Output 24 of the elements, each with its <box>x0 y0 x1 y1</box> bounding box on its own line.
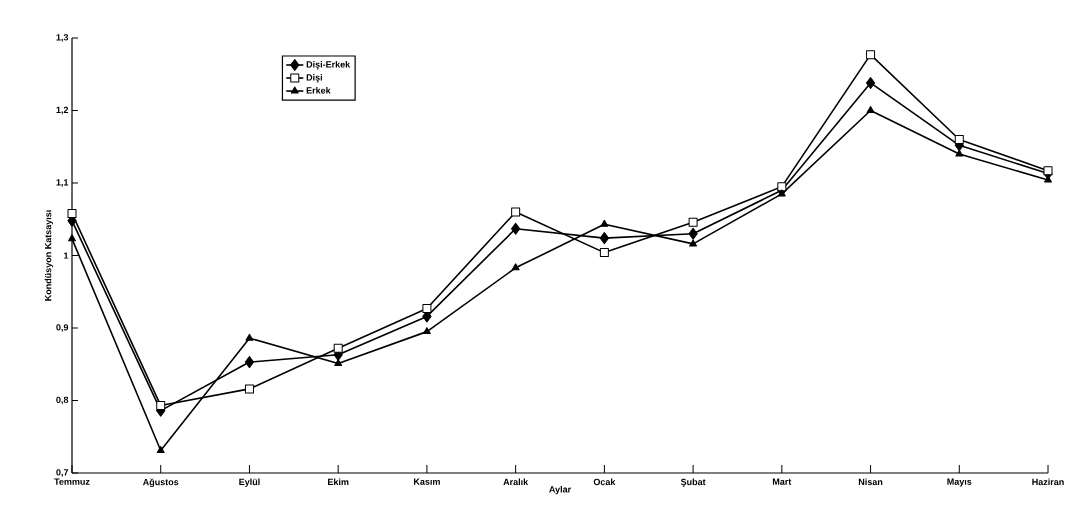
x-tick-label: Nisan <box>858 478 883 486</box>
y-tick-label: 0,7 <box>56 469 69 477</box>
x-tick-label: Şubat <box>680 478 706 487</box>
x-tick-label: Mayıs <box>947 478 972 487</box>
x-tick-label: Ocak <box>593 478 616 486</box>
x-tick-label: Ekim <box>328 478 349 486</box>
x-axis-title: Aylar <box>549 485 571 495</box>
y-tick-label: 1 <box>64 252 69 259</box>
y-tick-label: 1,3 <box>56 34 69 42</box>
y-tick-label: 1,2 <box>56 106 69 115</box>
x-tick-label: Ağustos <box>142 478 179 488</box>
y-tick-label: 0,9 <box>56 324 69 332</box>
x-tick-label: Haziran <box>1032 478 1064 486</box>
x-tick-label: Eylül <box>239 478 260 487</box>
y-tick-label: 1,1 <box>56 179 69 187</box>
y-tick-label: 0,8 <box>56 396 69 405</box>
legend-label: Dişi <box>306 74 322 83</box>
x-tick-label: Kasım <box>414 478 440 485</box>
x-tick-label: Temmuz <box>54 478 90 485</box>
x-tick-label: Aralık <box>503 478 529 486</box>
y-axis-title: Kondüsyon Katsayısı <box>44 210 54 301</box>
x-tick-label: Mart <box>772 478 792 485</box>
legend-label: Erkek <box>306 87 331 94</box>
legend-label: Dişi-Erkek <box>306 61 351 70</box>
